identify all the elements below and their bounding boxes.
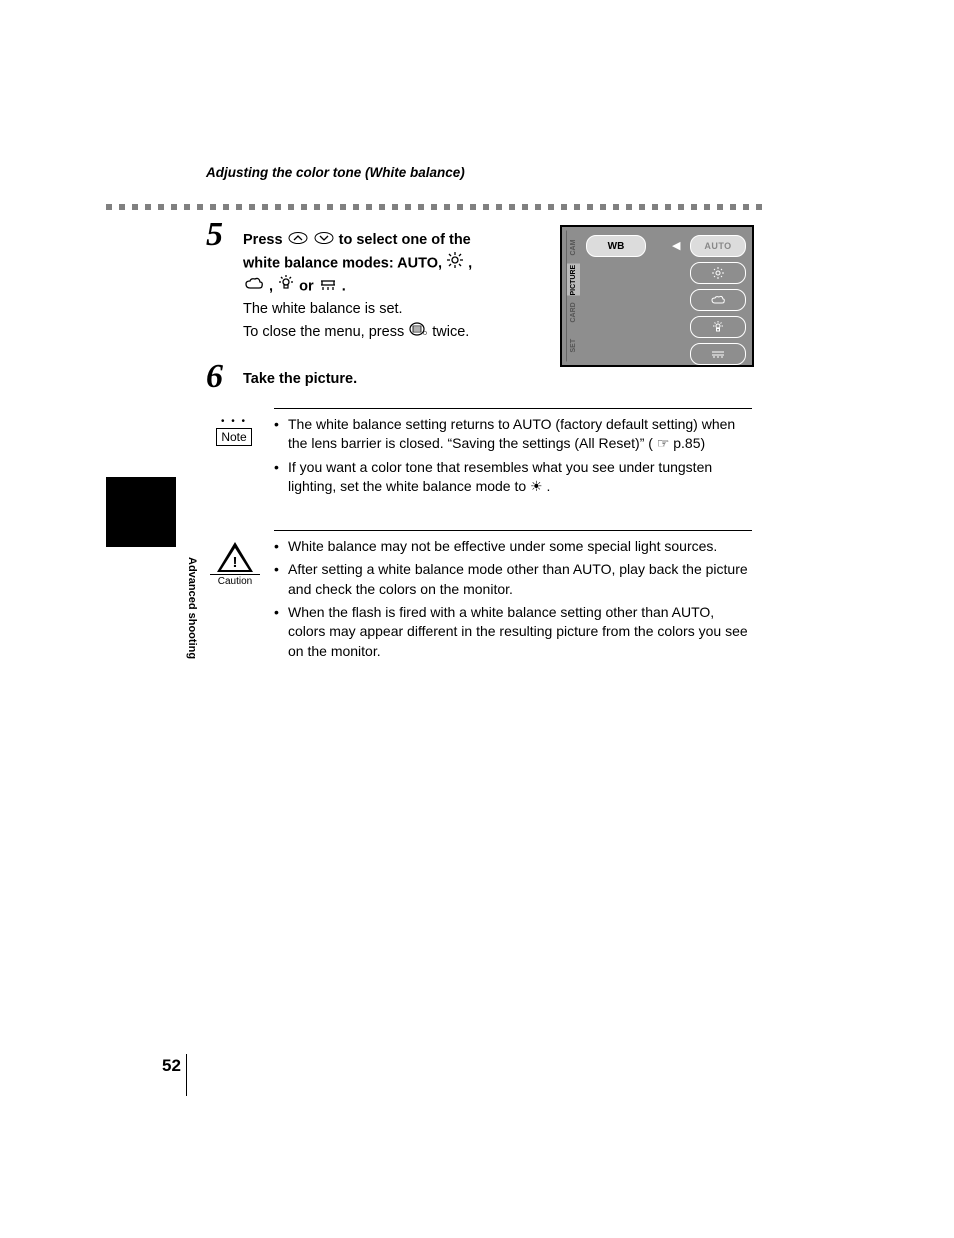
caution-list: White balance may not be effective under… (274, 530, 752, 665)
caution-item-1: White balance may not be effective under… (274, 537, 752, 556)
up-arrow-icon (288, 229, 308, 251)
step5-t1b: to select one of the (339, 232, 471, 248)
wb-option-tungsten (690, 316, 746, 338)
section-divider (106, 204, 764, 210)
step5-t3c: . (342, 279, 346, 295)
cloud-icon (244, 276, 264, 298)
note-list: The white balance setting returns to AUT… (274, 408, 752, 500)
wb-tab-cam: CAM (566, 231, 580, 264)
chapter-tab (106, 477, 176, 547)
step5-close-a: To close the menu, press (243, 324, 408, 340)
wb-option-sun (690, 262, 746, 284)
note-marker: • • • Note (214, 420, 254, 446)
wb-option-cloud (690, 289, 746, 311)
svg-text:OK: OK (423, 331, 427, 336)
chapter-side-label: Advanced shooting (186, 557, 198, 659)
step5-press: Press (243, 232, 287, 248)
section-title: Adjusting the color tone (White balance) (206, 165, 465, 180)
note-item-1: The white balance setting returns to AUT… (274, 415, 752, 454)
wb-option-auto: AUTO (690, 235, 746, 257)
caution-item-2: After setting a white balance mode other… (274, 560, 752, 599)
caution-item-3: When the flash is fired with a white bal… (274, 603, 752, 661)
tungsten-icon (278, 275, 294, 298)
down-arrow-icon (314, 229, 334, 251)
wb-label-pill: WB (586, 235, 646, 257)
caution-exclamation-icon: ! (233, 554, 238, 571)
step5-close-b: twice. (432, 324, 469, 340)
caution-label: Caution (210, 574, 260, 587)
step-5-body: Press to select one of the white balance… (243, 229, 543, 343)
wb-options-column: AUTO (690, 235, 746, 365)
note-item-2: If you want a color tone that resembles … (274, 458, 752, 497)
wb-tab-picture: PICTURE (566, 264, 580, 297)
wb-option-fluorescent (690, 343, 746, 365)
page-number-rule (186, 1054, 187, 1096)
step5-set: The white balance is set. (243, 301, 403, 317)
step-number-6: 6 (206, 358, 223, 396)
step5-t3b: or (299, 279, 318, 295)
step-6-body: Take the picture. (243, 371, 357, 387)
wb-menu-tabs: CAM PICTURE CARD SET (566, 231, 580, 361)
caution-marker: ! Caution (210, 542, 260, 587)
note-dots-icon: • • • (214, 420, 254, 426)
step-number-5: 5 (206, 216, 223, 254)
wb-arrow-icon: ◀ (672, 239, 680, 252)
fluorescent-icon (319, 276, 337, 298)
step5-t2b: , (468, 255, 472, 271)
note-label: Note (216, 428, 251, 446)
ok-menu-icon: OK (409, 321, 427, 343)
step5-t2a: white balance modes: AUTO, (243, 255, 446, 271)
wb-tab-card: CARD (566, 296, 580, 329)
wb-menu-screenshot: CAM PICTURE CARD SET WB ◀ AUTO (560, 225, 754, 367)
wb-tab-set: SET (566, 329, 580, 362)
step5-t3a: , (269, 279, 277, 295)
sun-icon (447, 252, 463, 275)
page-number: 52 (162, 1056, 181, 1076)
